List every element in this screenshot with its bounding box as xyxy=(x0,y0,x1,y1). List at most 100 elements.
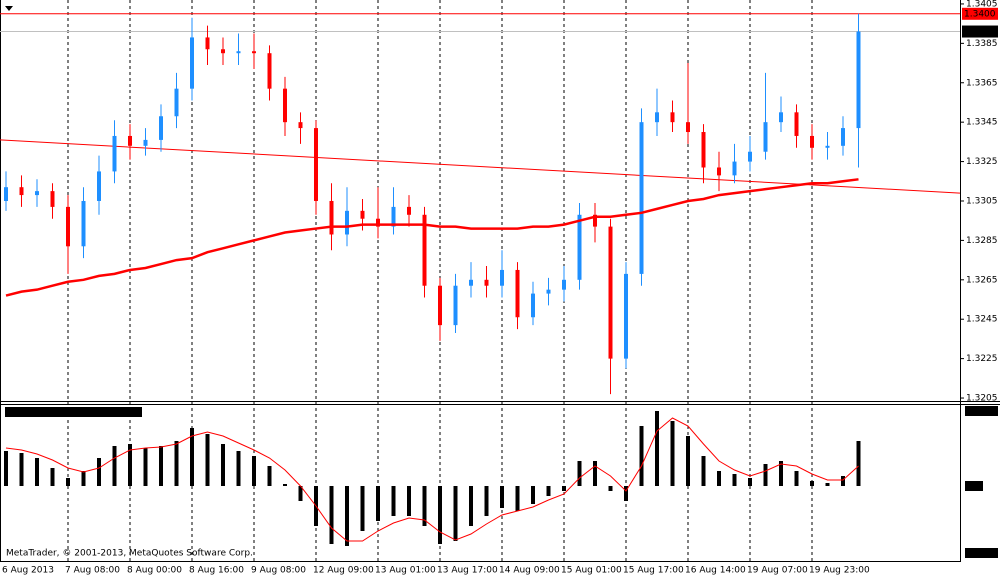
x-tick-label: 7 Aug 08:00 xyxy=(65,566,120,576)
candle-body xyxy=(841,128,845,146)
candle-body xyxy=(748,151,752,162)
candle-body xyxy=(174,88,179,117)
histogram-bar xyxy=(608,486,613,491)
y-tick-label: 1.3405 xyxy=(966,0,998,9)
histogram-bar xyxy=(639,426,644,486)
x-tick-label: 13 Aug 01:00 xyxy=(375,566,436,576)
y-tick-label: 1.3345 xyxy=(966,118,998,128)
candle-body xyxy=(562,279,566,290)
candle-body xyxy=(391,206,396,227)
level-label: 1.3400 xyxy=(964,9,996,19)
candle-body xyxy=(763,122,768,152)
candle-body xyxy=(856,31,861,129)
candle-body xyxy=(655,112,659,123)
histogram-bar xyxy=(35,458,39,486)
histogram-bar xyxy=(515,486,520,511)
candle-body xyxy=(50,191,55,207)
candle-body xyxy=(283,88,287,123)
histogram-bar xyxy=(81,471,86,486)
candle-body xyxy=(360,210,365,219)
histogram-bar xyxy=(19,453,24,486)
candle-body xyxy=(546,289,551,294)
histogram-bar xyxy=(360,486,365,531)
indicator-scale-box xyxy=(965,481,983,491)
histogram-bar xyxy=(267,466,272,486)
candle-body xyxy=(639,122,644,274)
candle-body xyxy=(329,200,334,235)
x-tick-label: 8 Aug 16:00 xyxy=(189,566,244,576)
y-tick-label: 1.3225 xyxy=(966,354,998,364)
histogram-bar xyxy=(143,448,148,486)
candle-body xyxy=(221,49,225,54)
histogram-bar xyxy=(298,486,303,501)
histogram-bar xyxy=(686,436,690,486)
candle-body xyxy=(670,112,675,123)
histogram-bar xyxy=(469,486,473,526)
histogram-bar xyxy=(655,411,659,486)
candle-body xyxy=(717,167,721,176)
x-tick-label: 6 Aug 2013 xyxy=(2,566,54,576)
histogram-bar xyxy=(531,486,535,504)
candle-body xyxy=(4,187,8,201)
candle-body xyxy=(500,269,504,286)
histogram-bar xyxy=(763,464,768,486)
histogram-bar xyxy=(128,444,132,486)
histogram-bar xyxy=(159,446,163,486)
candle-body xyxy=(438,285,442,326)
histogram-bar xyxy=(97,458,101,486)
candle-body xyxy=(469,279,473,286)
histogram-bar xyxy=(624,486,628,501)
histogram-bar xyxy=(50,468,55,486)
histogram-bar xyxy=(329,486,334,544)
histogram-bar xyxy=(4,451,8,486)
histogram-bar xyxy=(205,434,210,486)
copyright: MetaTrader, © 2001-2013, MetaQuotes Soft… xyxy=(6,549,253,559)
candle-body xyxy=(143,139,148,146)
histogram-bar xyxy=(841,476,845,486)
histogram-bar xyxy=(422,486,427,526)
indicator-label xyxy=(5,407,142,417)
candle-body xyxy=(190,37,194,89)
candle-body xyxy=(314,128,318,201)
histogram-bar xyxy=(345,486,349,546)
histogram-bar xyxy=(66,478,70,486)
candle-body xyxy=(159,116,163,140)
candle-body xyxy=(66,206,70,247)
histogram-bar xyxy=(453,486,458,541)
histogram-bar xyxy=(562,486,566,491)
level-box xyxy=(962,25,998,38)
y-tick-label: 1.3205 xyxy=(966,394,998,404)
candle-body xyxy=(531,293,535,318)
y-tick-label: 1.3245 xyxy=(966,315,998,325)
candle-body xyxy=(35,191,39,196)
candle-body xyxy=(453,285,458,326)
candle-body xyxy=(794,112,799,136)
histogram-bar xyxy=(577,461,582,486)
moving-average xyxy=(5,178,859,297)
candle-body xyxy=(779,112,783,123)
histogram-bar xyxy=(825,483,830,486)
histogram-bar xyxy=(593,461,597,486)
histogram-bar xyxy=(856,441,861,486)
candle-body xyxy=(345,210,349,235)
histogram-bar xyxy=(283,484,287,486)
y-tick-label: 1.3265 xyxy=(966,275,998,285)
y-tick-label: 1.3385 xyxy=(966,39,998,49)
y-tick-label: 1.3285 xyxy=(966,236,998,246)
x-tick-label: 14 Aug 09:00 xyxy=(499,566,560,576)
candle-body xyxy=(515,269,520,318)
candle-body xyxy=(593,214,597,227)
candle-body xyxy=(810,135,814,148)
candle-body xyxy=(376,218,380,227)
menu-arrow[interactable] xyxy=(5,6,13,11)
x-tick-label: 9 Aug 08:00 xyxy=(251,566,306,576)
candle-body xyxy=(112,135,117,172)
histogram-bar xyxy=(221,444,225,486)
histogram-bar xyxy=(252,456,256,486)
candle-body xyxy=(624,273,628,359)
candle-body xyxy=(732,161,737,176)
histogram-bar xyxy=(732,474,737,486)
histogram-bar xyxy=(391,486,396,516)
